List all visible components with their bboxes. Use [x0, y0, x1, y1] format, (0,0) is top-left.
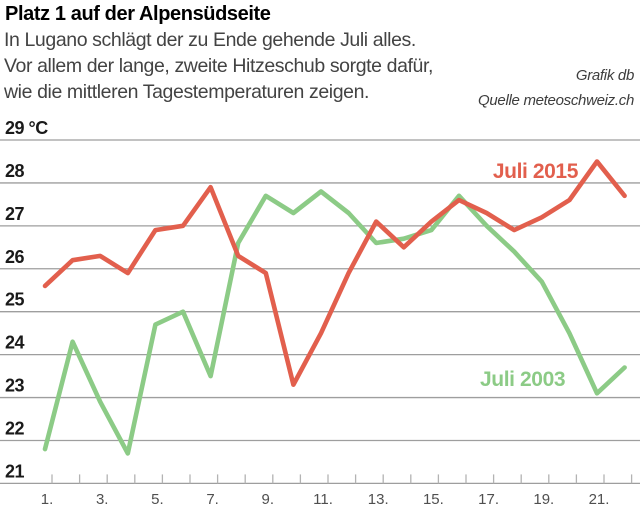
x-axis-label-19.: 19. [533, 491, 554, 508]
y-axis-label-22: 22 [5, 418, 25, 438]
y-axis-labels: 21 22 23 24 25 26 27 28 29 °C [5, 118, 49, 481]
line-juli-2003 [42, 189, 627, 456]
x-axis-labels: 1. 3. 5. 7. 9. 11. 13. 15. 17. 19. 21. [41, 491, 610, 508]
description-line-1: In Lugano schlägt der zu Ende gehende Ju… [4, 29, 416, 51]
series-label-juli-2015: Juli 2015 [493, 160, 579, 183]
x-axis-label-7.: 7. [206, 491, 219, 508]
x-axis-label-5.: 5. [151, 491, 164, 508]
y-axis-label-24: 24 [5, 333, 25, 353]
y-axis-label-28: 28 [5, 161, 25, 181]
y-axis-label-21: 21 [5, 461, 25, 481]
page-title: Platz 1 auf der Alpensüdseite [5, 3, 271, 25]
credit-graphic: Grafik db [575, 67, 634, 84]
x-axis-label-11.: 11. [313, 491, 333, 508]
credit-source: Quelle meteoschweiz.ch [478, 92, 634, 109]
x-axis-label-3.: 3. [96, 491, 109, 508]
y-axis-label-27: 27 [5, 204, 25, 224]
description-line-2: Vor allem der lange, zweite Hitzeschub s… [4, 55, 434, 77]
description: In Lugano schlägt der zu Ende gehende Ju… [4, 27, 433, 105]
x-axis-label-9.: 9. [262, 491, 275, 508]
series-label-juli-2003: Juli 2003 [480, 368, 565, 391]
description-line-3: wie die mittleren Tagestemperaturen zeig… [4, 81, 370, 103]
y-axis-label-25: 25 [5, 290, 25, 310]
x-axis-label-21.: 21. [589, 491, 610, 508]
y-axis-label-23: 23 [5, 376, 25, 396]
series-lines [42, 159, 627, 456]
y-axis-label-26: 26 [5, 247, 25, 267]
x-axis-label-17.: 17. [478, 491, 499, 508]
credits: Grafik db Quelle meteoschweiz.ch [478, 63, 634, 113]
x-axis-label-15.: 15. [423, 491, 444, 508]
line-juli-2015 [42, 159, 627, 388]
x-axis-label-13.: 13. [368, 491, 389, 508]
x-axis-ticks [51, 474, 633, 484]
y-axis-label-29: 29 °C [5, 118, 48, 138]
x-axis-label-1.: 1. [41, 491, 54, 508]
